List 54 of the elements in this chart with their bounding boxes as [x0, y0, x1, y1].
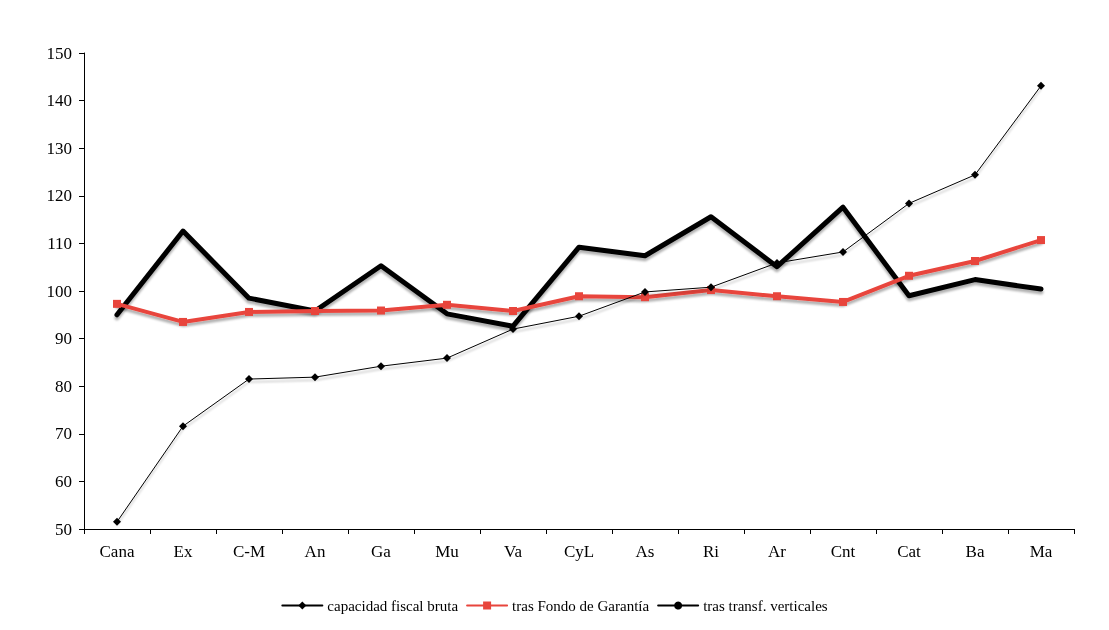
y-tick-label: 60	[55, 471, 72, 491]
x-tick-label: Cat	[897, 542, 922, 561]
y-tick-label: 150	[46, 43, 72, 63]
y-tick-label: 70	[55, 424, 72, 444]
y-tick-label: 120	[46, 186, 72, 206]
y-tick-label: 130	[46, 138, 72, 158]
point	[311, 373, 319, 382]
point	[245, 375, 253, 384]
legend-label: capacidad fiscal bruta	[327, 597, 459, 614]
x-tick-label: Cnt	[830, 542, 856, 561]
point	[179, 422, 187, 431]
point	[443, 300, 451, 309]
y-tick-label: 100	[46, 281, 72, 301]
x-tick-label: Ga	[371, 542, 392, 561]
point	[1037, 236, 1045, 245]
point	[443, 354, 451, 363]
x-tick-label: Ma	[1029, 542, 1053, 561]
point	[509, 306, 517, 315]
point	[377, 362, 385, 371]
point	[773, 292, 781, 301]
x-tick-label: Ar	[768, 542, 787, 561]
y-tick-label: 140	[46, 91, 72, 111]
x-tick-label: Ri	[702, 542, 720, 561]
point	[641, 287, 649, 296]
point	[839, 297, 847, 306]
legend-label: tras Fondo de Garantía	[512, 597, 650, 614]
x-tick-label: C-M	[232, 542, 266, 561]
point	[179, 317, 187, 326]
point	[113, 517, 121, 526]
x-tick-label: Va	[504, 542, 523, 561]
y-tick-label: 90	[55, 329, 72, 349]
point	[971, 257, 979, 266]
point	[839, 247, 847, 256]
x-tick-label: Ex	[173, 542, 193, 561]
point	[575, 312, 583, 321]
y-tick-label: 50	[55, 519, 72, 539]
point	[1037, 81, 1045, 90]
point	[905, 199, 913, 208]
legend-label: tras transf. verticales	[703, 597, 828, 614]
x-tick-label: Ba	[965, 542, 985, 561]
x-tick-label: An	[304, 542, 326, 561]
point	[971, 170, 979, 179]
x-tick-label: Mu	[435, 542, 460, 561]
y-tick-label: 110	[47, 233, 72, 253]
y-tick-label: 80	[55, 376, 72, 396]
point	[311, 306, 319, 315]
x-tick-label: Cana	[99, 542, 135, 561]
point	[245, 307, 253, 316]
point	[377, 306, 385, 315]
x-tick-label: As	[635, 542, 655, 561]
x-tick-label: CyL	[563, 542, 595, 561]
point	[905, 271, 913, 280]
point	[113, 299, 121, 308]
point	[575, 292, 583, 301]
